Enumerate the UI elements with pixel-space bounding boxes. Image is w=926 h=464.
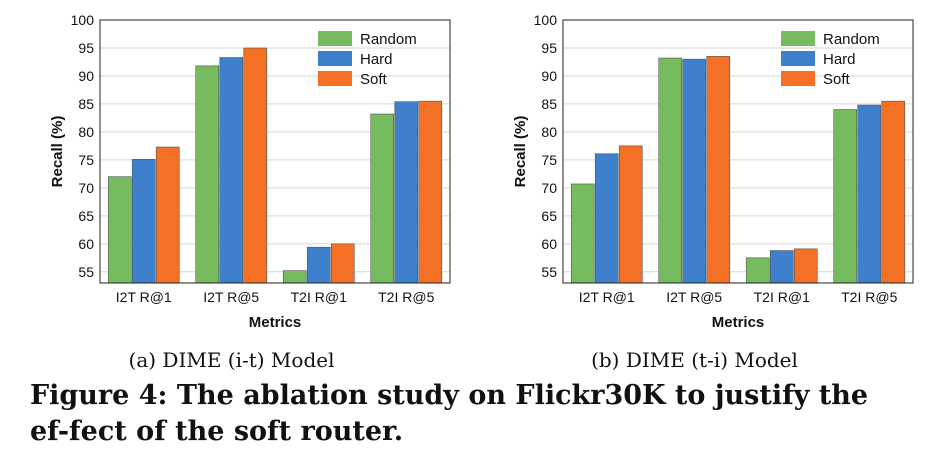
y-tick-label: 60: [541, 236, 557, 252]
y-tick-label: 80: [78, 124, 94, 140]
y-tick-label: 65: [541, 208, 557, 224]
y-tick-label: 70: [78, 180, 94, 196]
bar-random: [282, 270, 307, 284]
legend-swatch-random: [318, 31, 352, 46]
y-tick-label: 85: [78, 96, 94, 112]
bar-random: [570, 183, 595, 284]
x-tick-label: I2T R@5: [666, 289, 722, 305]
y-axis-label: Recall (%): [49, 116, 66, 188]
y-tick-label: 55: [541, 264, 557, 280]
x-tick-label: T2I R@5: [841, 289, 897, 305]
y-tick-label: 75: [541, 152, 557, 168]
bar-random: [107, 176, 132, 284]
x-tick-label: T2I R@1: [291, 289, 347, 305]
x-axis-label: Metrics: [712, 314, 765, 331]
bar-random: [833, 109, 858, 284]
bar-soft: [330, 243, 355, 284]
bar-soft: [618, 145, 643, 284]
bar-hard: [682, 58, 707, 284]
y-tick-label: 90: [541, 68, 557, 84]
y-tick-label: 95: [78, 40, 94, 56]
x-tick-label: T2I R@5: [378, 289, 434, 305]
bar-soft: [155, 146, 180, 284]
legend: Random Hard Soft: [781, 31, 880, 88]
y-tick-label: 95: [541, 40, 557, 56]
y-tick-label: 60: [78, 236, 94, 252]
legend-label-soft: Soft: [823, 71, 851, 88]
y-tick-label: 100: [534, 12, 558, 28]
bar-soft: [881, 100, 906, 284]
legend-label-random: Random: [823, 31, 880, 48]
chart-panel-b: 55 60 65 70 75 80 85 90 95 100 I2T R@1 I2T R@5 T2I R…: [463, 0, 926, 340]
x-tick-label: I2T R@5: [203, 289, 259, 305]
x-tick-label: I2T R@1: [116, 289, 172, 305]
y-axis-label: Recall (%): [512, 116, 529, 188]
legend: Random Hard Soft: [318, 31, 417, 88]
bar-hard: [769, 250, 794, 284]
subcaption-a: (a) DIME (i-t) Model: [128, 348, 335, 372]
bar-hard: [131, 159, 156, 284]
bar-random: [370, 113, 395, 284]
plot-frame: [99, 19, 451, 284]
y-tick-label: 55: [78, 264, 94, 280]
y-tick-label: 85: [541, 96, 557, 112]
bar-chart-b: 55 60 65 70 75 80 85 90 95 100 I2T R@1 I2T R@5 T2I R…: [512, 12, 914, 331]
y-tick-label: 80: [541, 124, 557, 140]
legend-swatch-random: [781, 31, 815, 46]
legend-label-soft: Soft: [360, 71, 388, 88]
plot-frame: [562, 19, 914, 284]
x-tick-label: T2I R@1: [754, 289, 810, 305]
legend-swatch-hard: [318, 51, 352, 66]
legend-label-hard: Hard: [823, 51, 856, 68]
y-tick-label: 65: [78, 208, 94, 224]
bar-soft: [243, 47, 268, 284]
bar-hard: [857, 104, 882, 284]
figure-caption: Figure 4: The ablation study on Flickr30…: [30, 380, 869, 447]
chart-panel-a: 55 60 65 70 75 80 85 90 95 100 I2T R@1 I2T R@5 T2I R…: [0, 0, 463, 340]
bar-random: [745, 257, 770, 284]
x-tick-label: I2T R@1: [579, 289, 635, 305]
bar-hard: [594, 153, 619, 284]
bar-random: [195, 65, 220, 284]
bar-hard: [219, 57, 244, 284]
legend-label-random: Random: [360, 31, 417, 48]
legend-swatch-soft: [781, 71, 815, 86]
bar-chart-a: 55 60 65 70 75 80 85 90 95 100 I2T R@1 I2T R@5 T2I R…: [49, 12, 451, 331]
x-axis-label: Metrics: [249, 314, 302, 331]
legend-swatch-soft: [318, 71, 352, 86]
bar-hard: [306, 246, 331, 284]
y-tick-label: 70: [541, 180, 557, 196]
y-tick-label: 90: [78, 68, 94, 84]
legend-label-hard: Hard: [360, 51, 393, 68]
bar-hard: [394, 101, 419, 284]
bar-soft: [418, 100, 443, 284]
bar-soft: [706, 56, 731, 284]
bar-soft: [793, 248, 818, 284]
y-tick-label: 75: [78, 152, 94, 168]
legend-swatch-hard: [781, 51, 815, 66]
bar-random: [658, 57, 683, 284]
subcaption-b: (b) DIME (t-i) Model: [591, 348, 798, 372]
y-tick-label: 100: [71, 12, 95, 28]
